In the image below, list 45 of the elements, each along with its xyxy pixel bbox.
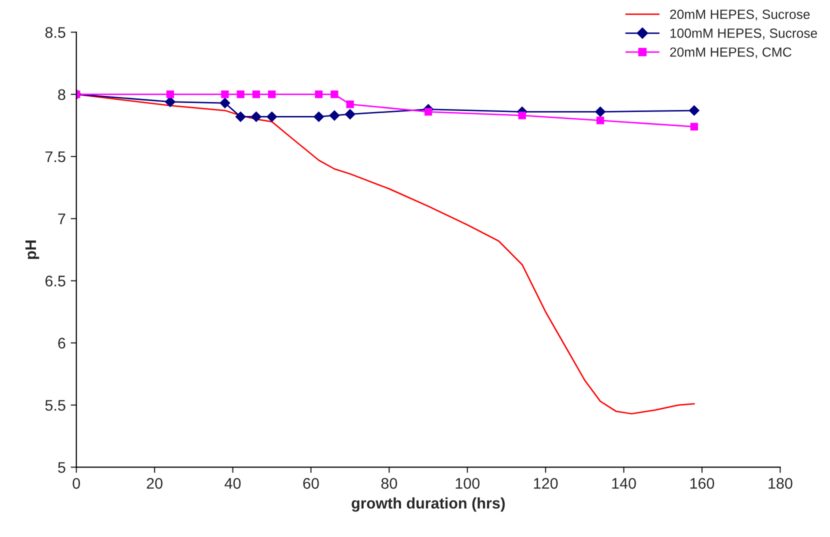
- x-tick-label: 100: [456, 478, 480, 489]
- x-tick-label: 120: [534, 478, 558, 489]
- y-tick-label: 5.5: [45, 400, 66, 411]
- point: [235, 111, 246, 122]
- y-tick-label: 5: [58, 462, 66, 473]
- y-tick-label: 6.5: [45, 276, 66, 286]
- point: [236, 90, 244, 98]
- point: [250, 111, 262, 122]
- point: [424, 108, 432, 116]
- point: [314, 90, 323, 98]
- point: [330, 90, 338, 98]
- y-tick-label: 8: [58, 89, 66, 100]
- y-axis-title: pH: [25, 240, 40, 259]
- y-tick-label: 6: [58, 338, 66, 349]
- y-tick-label: 7: [58, 214, 66, 224]
- y-tick-label: 7.5: [45, 152, 66, 162]
- point: [220, 98, 230, 108]
- legend-label: 20mM HEPES, CMC: [670, 47, 792, 58]
- point: [688, 105, 700, 116]
- point: [221, 90, 229, 98]
- point: [268, 90, 276, 98]
- x-axis-title: growth duration (hrs): [352, 497, 505, 512]
- point: [166, 90, 174, 98]
- point: [344, 108, 356, 120]
- point: [329, 110, 340, 121]
- x-tick-label: 40: [224, 478, 241, 489]
- point: [164, 96, 176, 108]
- point: [266, 111, 278, 122]
- point: [518, 112, 526, 120]
- point: [595, 106, 606, 118]
- legend-label: 20mM HEPES, Sucrose: [670, 10, 810, 21]
- x-tick-label: 160: [690, 478, 714, 489]
- x-tick-label: 0: [72, 478, 80, 489]
- point: [596, 116, 604, 124]
- y-tick-label: 8.5: [45, 27, 66, 38]
- x-tick-label: 60: [303, 478, 319, 489]
- x-tick-label: 140: [612, 478, 636, 489]
- point: [252, 90, 260, 98]
- point: [690, 122, 698, 130]
- legend-label: 100mM HEPES, Sucrose: [670, 28, 818, 40]
- point: [346, 100, 354, 108]
- point: [314, 111, 324, 122]
- x-tick-label: 80: [381, 478, 398, 489]
- x-tick-label: 20: [146, 478, 162, 489]
- x-tick-label: 180: [768, 478, 792, 489]
